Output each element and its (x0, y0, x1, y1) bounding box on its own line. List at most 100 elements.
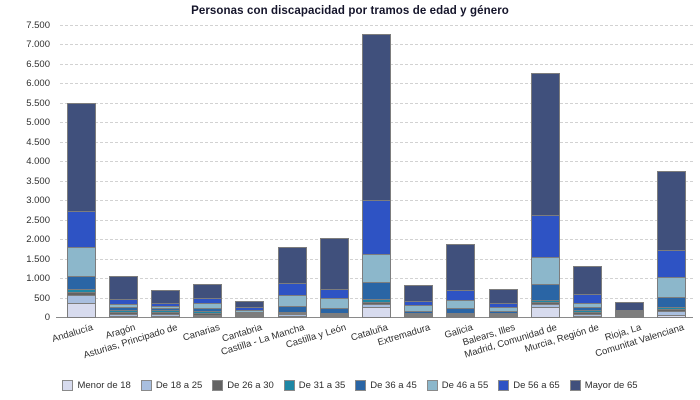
bar-segment[interactable] (446, 244, 476, 290)
bar-segment[interactable] (446, 300, 476, 308)
bar-segment[interactable] (404, 285, 434, 301)
bar-12[interactable] (530, 73, 560, 318)
bar-segment[interactable] (362, 200, 391, 254)
bar-segment[interactable] (573, 314, 602, 316)
bar-segment[interactable] (488, 314, 518, 315)
bar-segment[interactable] (235, 313, 265, 314)
bar-segment[interactable] (66, 295, 96, 303)
bar-segment[interactable] (108, 276, 138, 299)
bar-segment[interactable] (615, 312, 645, 313)
bar-segment[interactable] (277, 312, 307, 313)
bar-segment[interactable] (530, 307, 560, 318)
bar-6[interactable] (277, 247, 307, 318)
bar-segment[interactable] (151, 308, 180, 310)
bar-segment[interactable] (151, 303, 180, 306)
bar-13[interactable] (573, 266, 602, 318)
bar-11[interactable] (488, 289, 518, 318)
bar-segment[interactable] (530, 284, 560, 300)
bar-segment[interactable] (66, 247, 96, 276)
bar-segment[interactable] (530, 257, 560, 284)
bar-segment[interactable] (530, 304, 560, 307)
bar-segment[interactable] (277, 283, 307, 295)
bar-segment[interactable] (488, 313, 518, 314)
bar-segment[interactable] (108, 310, 138, 312)
bar-2[interactable] (108, 276, 138, 318)
bar-segment[interactable] (446, 314, 476, 315)
bar-segment[interactable] (108, 299, 138, 304)
bar-segment[interactable] (362, 302, 391, 304)
bar-segment[interactable] (151, 306, 180, 308)
bar-segment[interactable] (446, 316, 476, 318)
bar-segment[interactable] (319, 316, 349, 318)
bar-segment[interactable] (657, 277, 687, 297)
bar-segment[interactable] (277, 247, 307, 283)
bar-segment[interactable] (362, 299, 391, 302)
bar-segment[interactable] (657, 307, 687, 309)
bar-segment[interactable] (193, 315, 223, 316)
bar-segment[interactable] (66, 289, 96, 292)
bar-segment[interactable] (404, 301, 434, 305)
bar-segment[interactable] (446, 308, 476, 313)
bar-segment[interactable] (615, 311, 645, 312)
bar-segment[interactable] (488, 311, 518, 313)
bar-segment[interactable] (235, 314, 265, 315)
bar-segment[interactable] (530, 300, 560, 302)
bar-segment[interactable] (235, 316, 265, 318)
bar-segment[interactable] (573, 312, 602, 314)
bar-segment[interactable] (277, 295, 307, 306)
bar-segment[interactable] (488, 315, 518, 316)
bar-segment[interactable] (657, 315, 687, 318)
bar-segment[interactable] (530, 73, 560, 215)
bar-segment[interactable] (319, 289, 349, 298)
bar-4[interactable] (193, 284, 223, 318)
bar-segment[interactable] (193, 311, 223, 313)
bar-segment[interactable] (488, 316, 518, 318)
bar-segment[interactable] (151, 316, 180, 318)
bar-segment[interactable] (108, 307, 138, 310)
bar-segment[interactable] (530, 302, 560, 304)
bar-segment[interactable] (488, 289, 518, 303)
bar-segment[interactable] (277, 316, 307, 318)
bar-segment[interactable] (151, 290, 180, 303)
bar-segment[interactable] (277, 313, 307, 314)
bar-segment[interactable] (235, 301, 265, 307)
bar-segment[interactable] (657, 250, 687, 277)
bar-segment[interactable] (657, 309, 687, 311)
bar-segment[interactable] (235, 312, 265, 313)
bar-segment[interactable] (362, 254, 391, 282)
bar-segment[interactable] (615, 302, 645, 310)
bar-segment[interactable] (362, 34, 391, 200)
bar-segment[interactable] (319, 308, 349, 313)
bar-segment[interactable] (108, 304, 138, 307)
bar-segment[interactable] (657, 171, 687, 250)
bar-15[interactable] (657, 171, 687, 318)
bar-segment[interactable] (193, 303, 223, 308)
bar-segment[interactable] (404, 313, 434, 314)
bar-3[interactable] (151, 290, 180, 318)
bar-segment[interactable] (66, 211, 96, 247)
bar-segment[interactable] (488, 303, 518, 307)
bar-segment[interactable] (573, 294, 602, 303)
bar-segment[interactable] (235, 307, 265, 310)
bar-1[interactable] (66, 103, 96, 318)
bar-10[interactable] (446, 244, 476, 318)
bar-segment[interactable] (573, 310, 602, 312)
bar-segment[interactable] (235, 315, 265, 316)
bar-segment[interactable] (66, 276, 96, 289)
bar-segment[interactable] (277, 314, 307, 316)
bar-5[interactable] (235, 301, 265, 318)
bar-segment[interactable] (404, 316, 434, 318)
bar-segment[interactable] (362, 282, 391, 299)
bar-segment[interactable] (615, 315, 645, 316)
bar-segment[interactable] (362, 304, 391, 307)
bar-segment[interactable] (615, 310, 645, 311)
bar-segment[interactable] (615, 316, 645, 318)
bar-segment[interactable] (615, 314, 645, 315)
bar-segment[interactable] (362, 307, 391, 318)
bar-segment[interactable] (488, 307, 518, 311)
bar-segment[interactable] (404, 314, 434, 315)
bar-segment[interactable] (573, 316, 602, 318)
bar-segment[interactable] (404, 305, 434, 311)
bar-segment[interactable] (319, 238, 349, 289)
bar-7[interactable] (319, 238, 349, 318)
